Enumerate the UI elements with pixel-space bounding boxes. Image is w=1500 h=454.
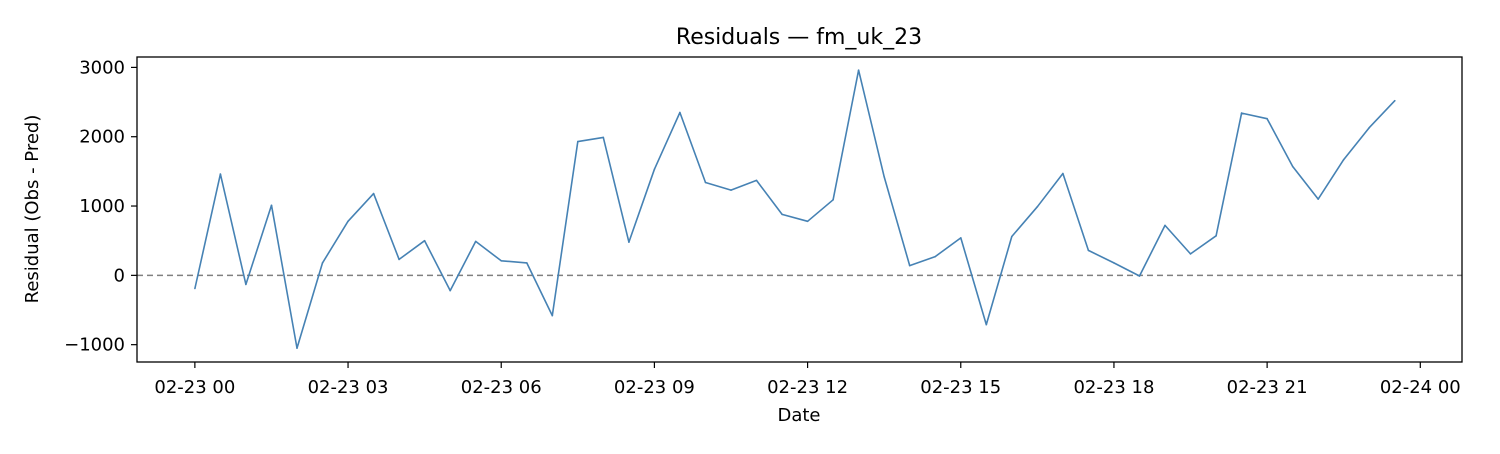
y-tick-label: 3000 [79, 57, 125, 78]
residual-series-line-0 [194, 69, 1396, 349]
data-point [781, 213, 783, 216]
data-point [577, 140, 579, 143]
data-point [1087, 249, 1090, 252]
data-point [934, 255, 936, 258]
data-point [730, 189, 732, 191]
data-point [755, 179, 758, 182]
data-point [194, 287, 196, 290]
x-axis-label: Date [777, 405, 820, 426]
y-tick-label: −1000 [64, 335, 125, 356]
data-point [704, 181, 707, 184]
data-point [908, 264, 911, 267]
data-point [857, 69, 860, 71]
data-point [398, 258, 400, 261]
x-tick-label: 02-23 21 [1227, 377, 1308, 398]
data-point [474, 240, 477, 243]
x-tick-label: 02-23 00 [154, 377, 235, 398]
data-point [296, 347, 298, 349]
x-tick-label: 02-23 12 [767, 377, 848, 398]
data-point [960, 237, 962, 239]
data-point [1189, 253, 1192, 255]
data-point [245, 283, 247, 286]
data-point [1240, 112, 1243, 114]
data-point [679, 111, 681, 114]
data-point [1036, 205, 1039, 208]
data-point [1317, 198, 1319, 200]
y-tick-label: 2000 [79, 127, 125, 148]
data-point [653, 168, 656, 171]
data-point [270, 204, 273, 207]
chart-title: Residuals — fm_uk_23 [676, 25, 922, 50]
data-point [321, 262, 324, 264]
data-point [1113, 262, 1115, 264]
data-point [1291, 165, 1294, 168]
data-point [372, 192, 375, 195]
data-point [449, 289, 452, 292]
x-tick-label: 02-23 15 [920, 377, 1001, 398]
data-point [347, 220, 349, 223]
data-point [1011, 235, 1013, 238]
data-point [832, 199, 834, 201]
data-point [602, 136, 605, 139]
x-tick-label: 02-23 09 [614, 377, 695, 398]
x-tick-label: 02-23 06 [461, 377, 542, 398]
data-point [1138, 275, 1141, 277]
data-point [1342, 158, 1345, 161]
data-point [628, 241, 630, 243]
data-point [526, 262, 528, 264]
data-point [1164, 224, 1166, 227]
data-point [985, 323, 988, 326]
plot-area: 02-23 00 02-23 03 02-23 06 02-23 09 02-23 12… [64, 56, 1463, 398]
data-point [551, 314, 554, 317]
x-tick-label: 02-23 03 [308, 377, 389, 398]
y-tick-label: 0 [114, 265, 125, 286]
data-point [1215, 235, 1217, 237]
data-point [219, 173, 222, 175]
data-point [1266, 117, 1268, 120]
x-tick-label: 02-23 18 [1073, 377, 1154, 398]
data-point [423, 239, 426, 242]
data-point [1368, 126, 1370, 129]
plot-frame [136, 56, 1463, 363]
data-point [883, 176, 885, 178]
y-axis-label: Residual (Obs - Pred) [22, 115, 43, 304]
data-point [1062, 172, 1064, 175]
x-tick-label: 02-24 00 [1380, 377, 1461, 398]
y-tick-label: 1000 [79, 196, 125, 217]
data-point [500, 260, 503, 262]
data-point [806, 220, 809, 223]
data-point [1394, 99, 1396, 102]
